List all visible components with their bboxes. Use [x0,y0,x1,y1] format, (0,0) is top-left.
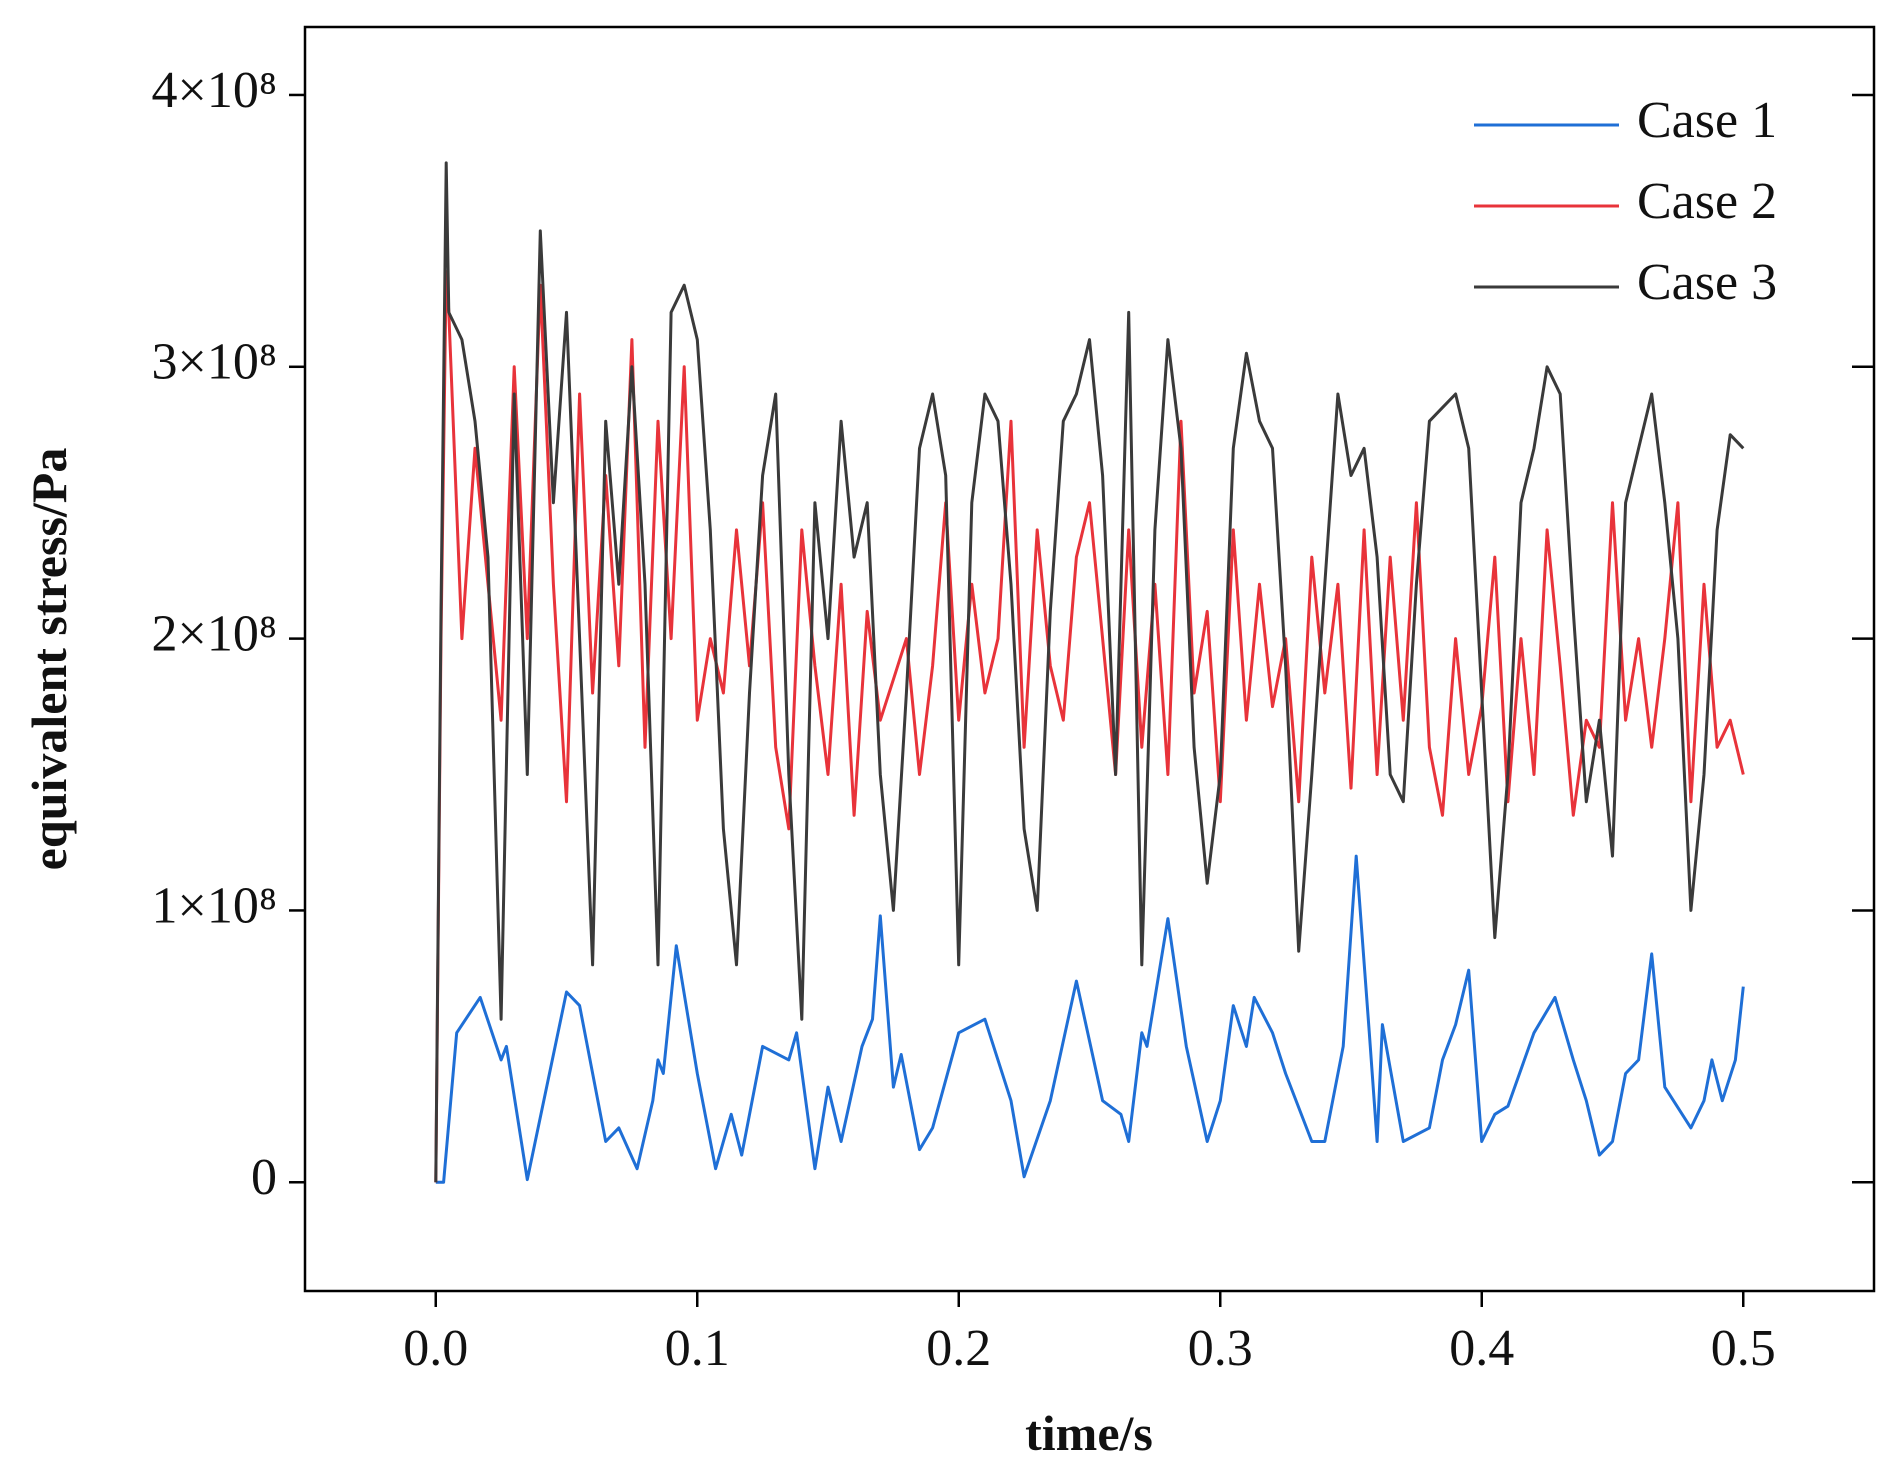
y-tick-label: 1×10⁸ [152,877,277,934]
plot-area [434,161,1745,1184]
series-line [434,270,1745,1183]
x-tick-label: 0.3 [1188,1320,1253,1377]
series-line [434,161,1745,1183]
x-tick-label: 0.1 [665,1320,730,1377]
legend-text: Case 1 [1637,92,1777,149]
y-tick-label: 3×10⁸ [152,334,277,391]
series-line [435,854,1745,1184]
x-tick-label: 0.0 [403,1320,468,1377]
y-tick-label: 4×10⁸ [152,62,277,119]
legend-text: Case 3 [1637,254,1777,311]
legend-text: Case 2 [1637,173,1777,230]
y-tick-label: 2×10⁸ [152,606,277,663]
x-axis-title: time/s [1025,1405,1153,1461]
x-tick-label: 0.4 [1449,1320,1514,1377]
plot-frame [303,25,1876,1293]
x-tick-label: 0.5 [1711,1320,1776,1377]
y-tick-label: 0 [251,1149,277,1206]
y-axis-title: equivalent stress/Pa [21,448,77,871]
x-tick-label: 0.2 [926,1320,991,1377]
